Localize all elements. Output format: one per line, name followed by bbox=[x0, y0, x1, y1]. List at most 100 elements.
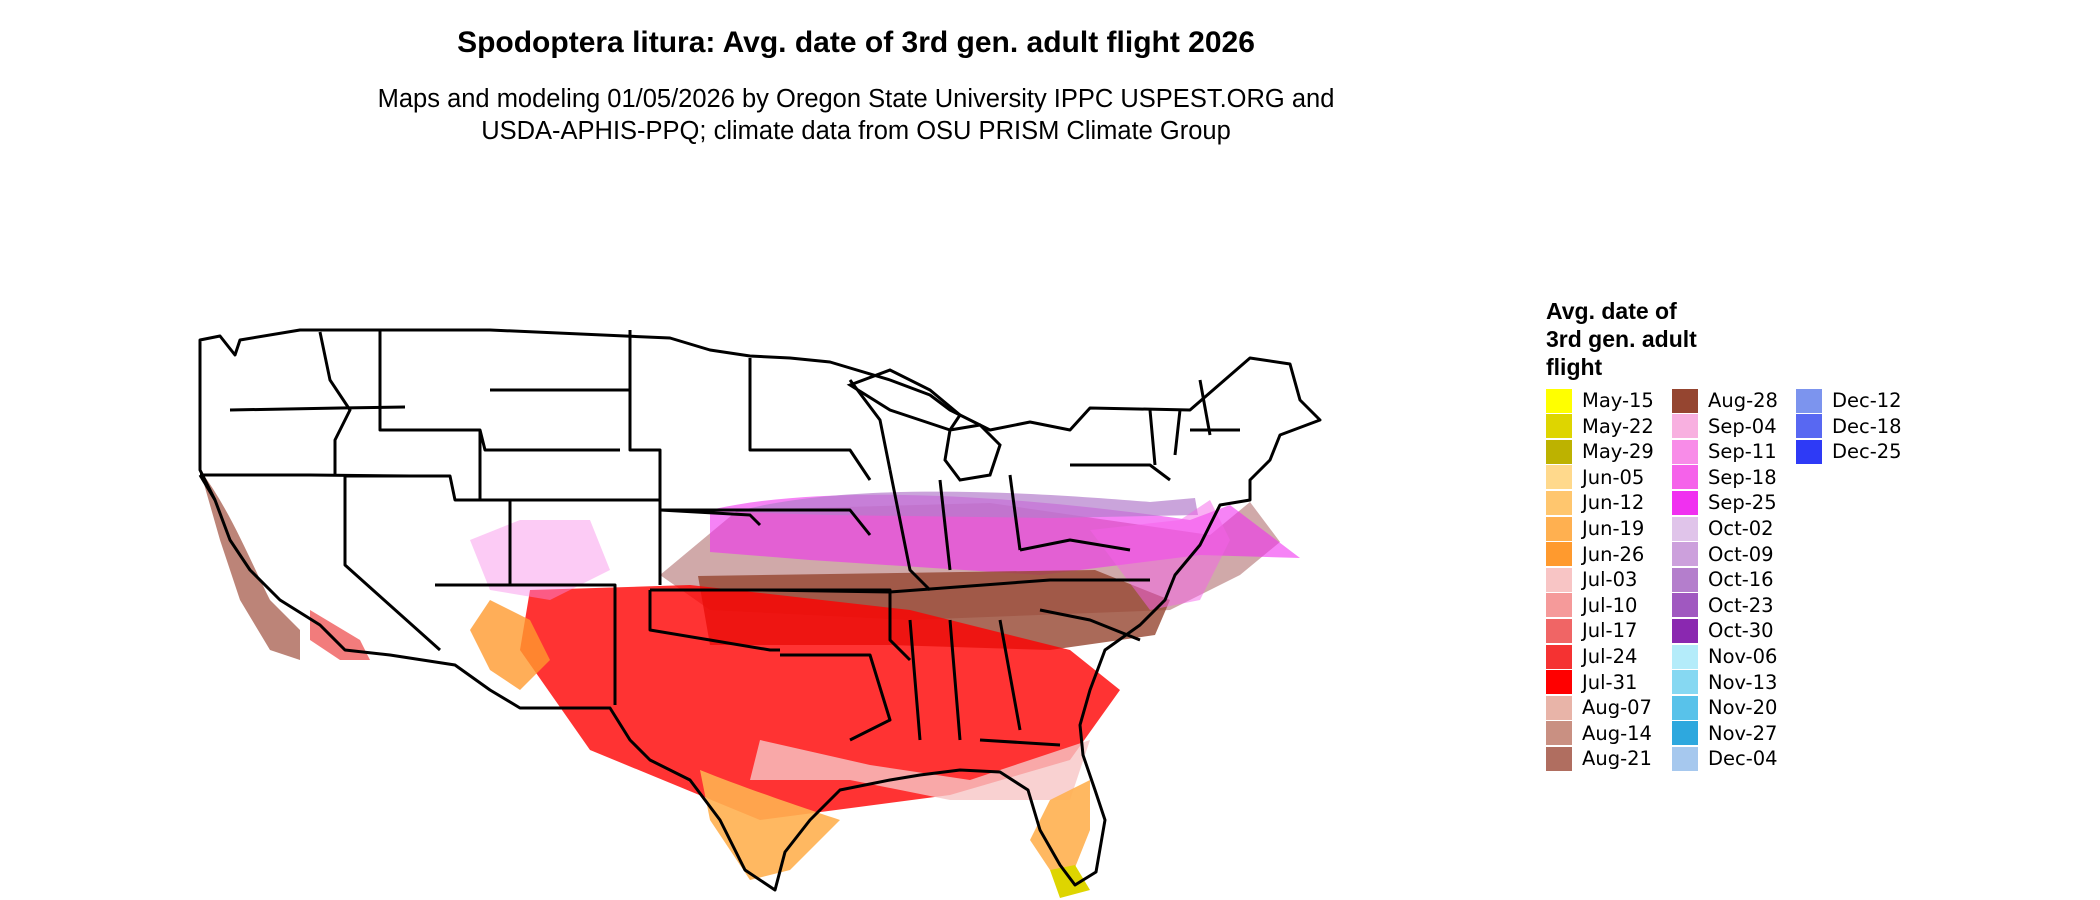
legend-label: Aug-21 bbox=[1582, 747, 1652, 771]
state-boundaries bbox=[198, 328, 1322, 892]
border-id bbox=[318, 331, 352, 476]
legend-item: Oct-09 bbox=[1672, 542, 1774, 567]
legend-label: Aug-28 bbox=[1708, 389, 1778, 412]
legend-label: May-15 bbox=[1582, 389, 1654, 412]
legend-swatch bbox=[1672, 465, 1698, 490]
legend-item: Jul-10 bbox=[1546, 593, 1637, 618]
legend-title-line2: 3rd gen. adult bbox=[1546, 326, 1697, 352]
legend-item: Jun-12 bbox=[1546, 490, 1644, 515]
zone-jul bbox=[520, 585, 1120, 820]
legend-item: Dec-25 bbox=[1796, 439, 1902, 464]
legend-swatch bbox=[1672, 490, 1698, 515]
border-nv bbox=[343, 476, 442, 652]
legend-label: Oct-23 bbox=[1708, 593, 1774, 617]
zone-ca-desert bbox=[310, 610, 370, 660]
legend-swatch bbox=[1546, 695, 1572, 720]
legend-item: Nov-20 bbox=[1672, 695, 1777, 720]
legend-item: Oct-23 bbox=[1672, 593, 1774, 618]
border-mn-ia bbox=[748, 358, 872, 481]
legend-swatch bbox=[1546, 746, 1572, 771]
legend-label: Jun-05 bbox=[1582, 465, 1645, 489]
border-ca-nv bbox=[198, 474, 217, 501]
legend-swatch bbox=[1546, 721, 1572, 746]
legend-title-line1: Avg. date of bbox=[1546, 298, 1677, 324]
legend-swatch bbox=[1546, 542, 1572, 567]
legend-swatch bbox=[1546, 644, 1572, 669]
michigan-peninsulas bbox=[846, 368, 1002, 482]
legend-label: Jun-12 bbox=[1582, 491, 1645, 515]
legend-swatch bbox=[1672, 388, 1698, 413]
legend-item: Dec-18 bbox=[1796, 414, 1902, 439]
zone-nm-speckle bbox=[470, 520, 610, 600]
legend-label: Sep-11 bbox=[1708, 440, 1777, 464]
border-wa-or bbox=[229, 405, 406, 412]
zone-california bbox=[200, 470, 300, 660]
legend-swatch bbox=[1796, 388, 1822, 413]
legend-item: Sep-25 bbox=[1672, 490, 1777, 515]
border-ar-la bbox=[780, 653, 892, 742]
legend-item: May-29 bbox=[1546, 439, 1654, 464]
legend-item: Nov-06 bbox=[1672, 644, 1777, 669]
legend-item: Jun-05 bbox=[1546, 465, 1644, 490]
border-mo-ar bbox=[750, 588, 912, 662]
legend-item: Jul-03 bbox=[1546, 567, 1637, 592]
legend-swatch bbox=[1546, 593, 1572, 618]
legend-label: Oct-09 bbox=[1708, 542, 1774, 566]
legend-item: Nov-13 bbox=[1672, 670, 1777, 695]
legend-item: May-22 bbox=[1546, 414, 1654, 439]
border-ga-fl bbox=[979, 738, 1061, 747]
legend-label: Dec-25 bbox=[1832, 440, 1902, 464]
legend-item: Oct-30 bbox=[1672, 618, 1774, 643]
legend-swatch bbox=[1672, 618, 1698, 643]
legend-item: Jul-31 bbox=[1546, 670, 1637, 695]
legend-item: Jul-17 bbox=[1546, 618, 1637, 643]
legend-label: Sep-18 bbox=[1708, 465, 1777, 489]
legend-swatch bbox=[1546, 670, 1572, 695]
legend-label: Jul-03 bbox=[1582, 568, 1638, 592]
border-az-nm bbox=[435, 583, 617, 705]
border-il-in bbox=[888, 469, 932, 592]
map-subtitle-line1: Maps and modeling 01/05/2026 by Oregon S… bbox=[377, 85, 1335, 113]
legend-label: Aug-14 bbox=[1582, 721, 1652, 745]
legend-label: May-22 bbox=[1582, 414, 1654, 438]
legend-swatch bbox=[1546, 490, 1572, 515]
border-ny-pa bbox=[1070, 463, 1171, 482]
legend-label: Nov-20 bbox=[1708, 696, 1778, 720]
legend-item: Oct-02 bbox=[1672, 516, 1774, 541]
legend-swatch bbox=[1796, 439, 1822, 464]
map-title: Spodoptera litura: Avg. date of 3rd gen.… bbox=[457, 26, 1255, 59]
legend-label: Sep-04 bbox=[1708, 414, 1777, 438]
legend-label: Nov-06 bbox=[1708, 645, 1778, 668]
legend-item: Oct-16 bbox=[1672, 567, 1774, 592]
legend-swatch bbox=[1672, 414, 1698, 439]
legend-item: Nov-27 bbox=[1672, 721, 1777, 746]
border-ut bbox=[345, 474, 512, 585]
legend-label: May-29 bbox=[1582, 440, 1654, 464]
legend-label: Jun-19 bbox=[1582, 517, 1645, 540]
legend-label: Jun-26 bbox=[1582, 542, 1645, 566]
border-tx-ok bbox=[648, 590, 780, 652]
legend-swatch bbox=[1672, 670, 1698, 695]
legend-item: Aug-28 bbox=[1672, 388, 1778, 413]
border-nc-sc bbox=[1039, 608, 1141, 642]
zone-jul-light bbox=[750, 740, 1090, 800]
flight-date-shading bbox=[200, 470, 1300, 898]
legend-label: Oct-30 bbox=[1708, 619, 1774, 643]
legend-item: Dec-12 bbox=[1796, 388, 1902, 413]
legend-swatch bbox=[1546, 388, 1572, 413]
legend-swatch bbox=[1672, 721, 1698, 746]
legend-swatch bbox=[1672, 439, 1698, 464]
legend-item: Sep-18 bbox=[1672, 465, 1777, 490]
legend-item: Jun-26 bbox=[1546, 542, 1644, 567]
zone-jun-florida bbox=[1030, 780, 1090, 880]
legend-item: Dec-04 bbox=[1672, 746, 1778, 771]
border-me bbox=[1198, 379, 1212, 436]
legend-item: Jul-24 bbox=[1546, 644, 1637, 669]
border-wi-mi bbox=[848, 379, 892, 471]
legend-swatch bbox=[1546, 465, 1572, 490]
legend-item: Sep-11 bbox=[1672, 439, 1777, 464]
border-ne-ks bbox=[659, 508, 762, 527]
legend-swatch bbox=[1546, 516, 1572, 541]
legend-label: Jul-31 bbox=[1582, 670, 1638, 694]
legend-label: Oct-16 bbox=[1708, 568, 1774, 592]
